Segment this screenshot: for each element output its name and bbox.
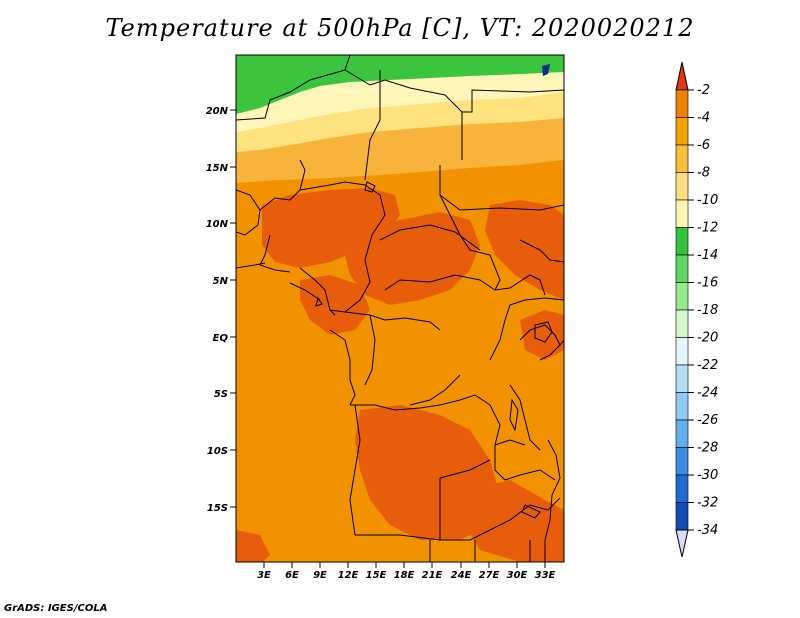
- colorbar-swatch: [675, 199, 689, 228]
- warm-patch-angola: [355, 405, 500, 540]
- lon-tick: 24E: [451, 562, 472, 581]
- colorbar-label: -4: [697, 111, 710, 126]
- colorbar-label: -2: [697, 83, 710, 98]
- colorbar-label: -32: [697, 496, 718, 511]
- lon-tick-label: 24E: [451, 570, 472, 581]
- colorbar-label: -18: [697, 303, 718, 318]
- lat-tick-label: 5N: [213, 276, 229, 287]
- colorbar-swatch: [675, 364, 689, 393]
- colorbar-swatch: [675, 282, 689, 311]
- lon-tick-label: 21E: [422, 570, 443, 581]
- colorbar-swatch: [675, 144, 689, 173]
- latitude-axis: 20N 15N 10N 5N EQ 5S 10S 15S: [206, 106, 236, 514]
- lakes: [315, 181, 553, 519]
- lat-tick-label: 10S: [207, 446, 228, 457]
- colorbar-swatch: [675, 89, 689, 118]
- lon-tick-label: 18E: [394, 570, 415, 581]
- colorbar-label: -16: [697, 276, 718, 291]
- lat-tick-label: 10N: [206, 219, 229, 230]
- lon-tick-label: 15E: [366, 570, 387, 581]
- lon-tick-label: 27E: [479, 570, 500, 581]
- colorbar: -2 -4 -6 -8 -10 -12 -14 -16 -18 -20 -22 -24 -26 -28 -3…: [675, 61, 718, 558]
- lon-tick: 3E: [257, 562, 271, 581]
- colorbar-swatch: [675, 419, 689, 448]
- lon-tick: 30E: [507, 562, 528, 581]
- map-frame: [235, 54, 565, 563]
- colorbar-label: -34: [697, 523, 718, 538]
- lat-tick: EQ: [213, 333, 236, 344]
- lat-tick-label: 15S: [207, 503, 228, 514]
- grads-credit: GrADS: IGES/COLA: [4, 603, 108, 614]
- lat-tick: 10S: [207, 446, 236, 457]
- colorbar-label: -26: [697, 413, 718, 428]
- lat-tick-label: EQ: [213, 333, 229, 344]
- lat-tick: 15S: [207, 503, 236, 514]
- colorbar-swatch: [675, 227, 689, 256]
- warm-patch-southwest: [236, 530, 270, 562]
- colorbar-swatch: [675, 474, 689, 503]
- lon-tick: 12E: [338, 562, 359, 581]
- lon-tick-label: 3E: [257, 570, 271, 581]
- warm-patch-west-africa: [262, 188, 400, 268]
- colorbar-swatch: [675, 172, 689, 201]
- colorbar-label: -10: [697, 193, 718, 208]
- longitude-axis: 3E 6E 9E 12E 15E 18E 21E 24E 27E 30E 33E: [257, 562, 556, 581]
- extreme-cold-speck: [542, 64, 550, 76]
- warm-patch-central: [345, 212, 480, 305]
- lon-tick: 21E: [422, 562, 443, 581]
- colorbar-label: -6: [697, 138, 710, 153]
- colorbar-label: -24: [697, 386, 718, 401]
- lon-tick-label: 9E: [313, 570, 327, 581]
- colorbar-label: -14: [697, 248, 718, 263]
- colorbar-label: -8: [697, 166, 710, 181]
- map-title: Temperature at 500hPa [C], VT: 202002021…: [105, 14, 695, 42]
- lon-tick: 6E: [285, 562, 299, 581]
- colorbar-label: -22: [697, 358, 718, 373]
- warm-patch-east: [485, 200, 564, 300]
- warm-patch-rift: [520, 310, 564, 360]
- country-borders: [236, 55, 564, 562]
- lat-tick: 5N: [213, 276, 236, 287]
- warm-patch-coastal: [300, 275, 370, 335]
- map-plot-area: [236, 55, 564, 562]
- lon-tick: 27E: [479, 562, 500, 581]
- colorbar-swatch: [675, 309, 689, 338]
- colorbar-swatch: [675, 337, 689, 366]
- lon-tick-label: 30E: [507, 570, 528, 581]
- temperature-band-minus14: [236, 55, 564, 114]
- lon-tick-label: 12E: [338, 570, 359, 581]
- colorbar-top-cap: [675, 61, 689, 91]
- lat-tick-label: 20N: [206, 106, 229, 117]
- lon-tick-label: 6E: [285, 570, 299, 581]
- colorbar-swatch: [675, 392, 689, 421]
- lat-tick: 10N: [206, 219, 236, 230]
- lon-tick: 33E: [535, 562, 556, 581]
- lat-tick-label: 15N: [206, 163, 229, 174]
- colorbar-swatch: [675, 117, 689, 146]
- colorbar-label: -28: [697, 441, 718, 456]
- lon-tick-label: 33E: [535, 570, 556, 581]
- colorbar-label: -12: [697, 221, 718, 236]
- lat-tick: 5S: [214, 389, 236, 400]
- colorbar-swatches: [675, 89, 689, 531]
- colorbar-swatch: [675, 502, 689, 531]
- lat-tick: 15N: [206, 163, 236, 174]
- lat-tick: 20N: [206, 106, 236, 117]
- colorbar-swatch: [675, 447, 689, 476]
- lon-tick: 18E: [394, 562, 415, 581]
- colorbar-swatch: [675, 254, 689, 283]
- colorbar-bottom-cap: [675, 529, 689, 558]
- colorbar-labels: -2 -4 -6 -8 -10 -12 -14 -16 -18 -20 -22 -24 -26 -28 -3…: [688, 83, 718, 538]
- lat-tick-label: 5S: [214, 389, 228, 400]
- lon-tick: 15E: [366, 562, 387, 581]
- colorbar-label: -20: [697, 331, 718, 346]
- warm-patch-southeast: [465, 480, 564, 562]
- colorbar-label: -30: [697, 468, 718, 483]
- lon-tick: 9E: [313, 562, 327, 581]
